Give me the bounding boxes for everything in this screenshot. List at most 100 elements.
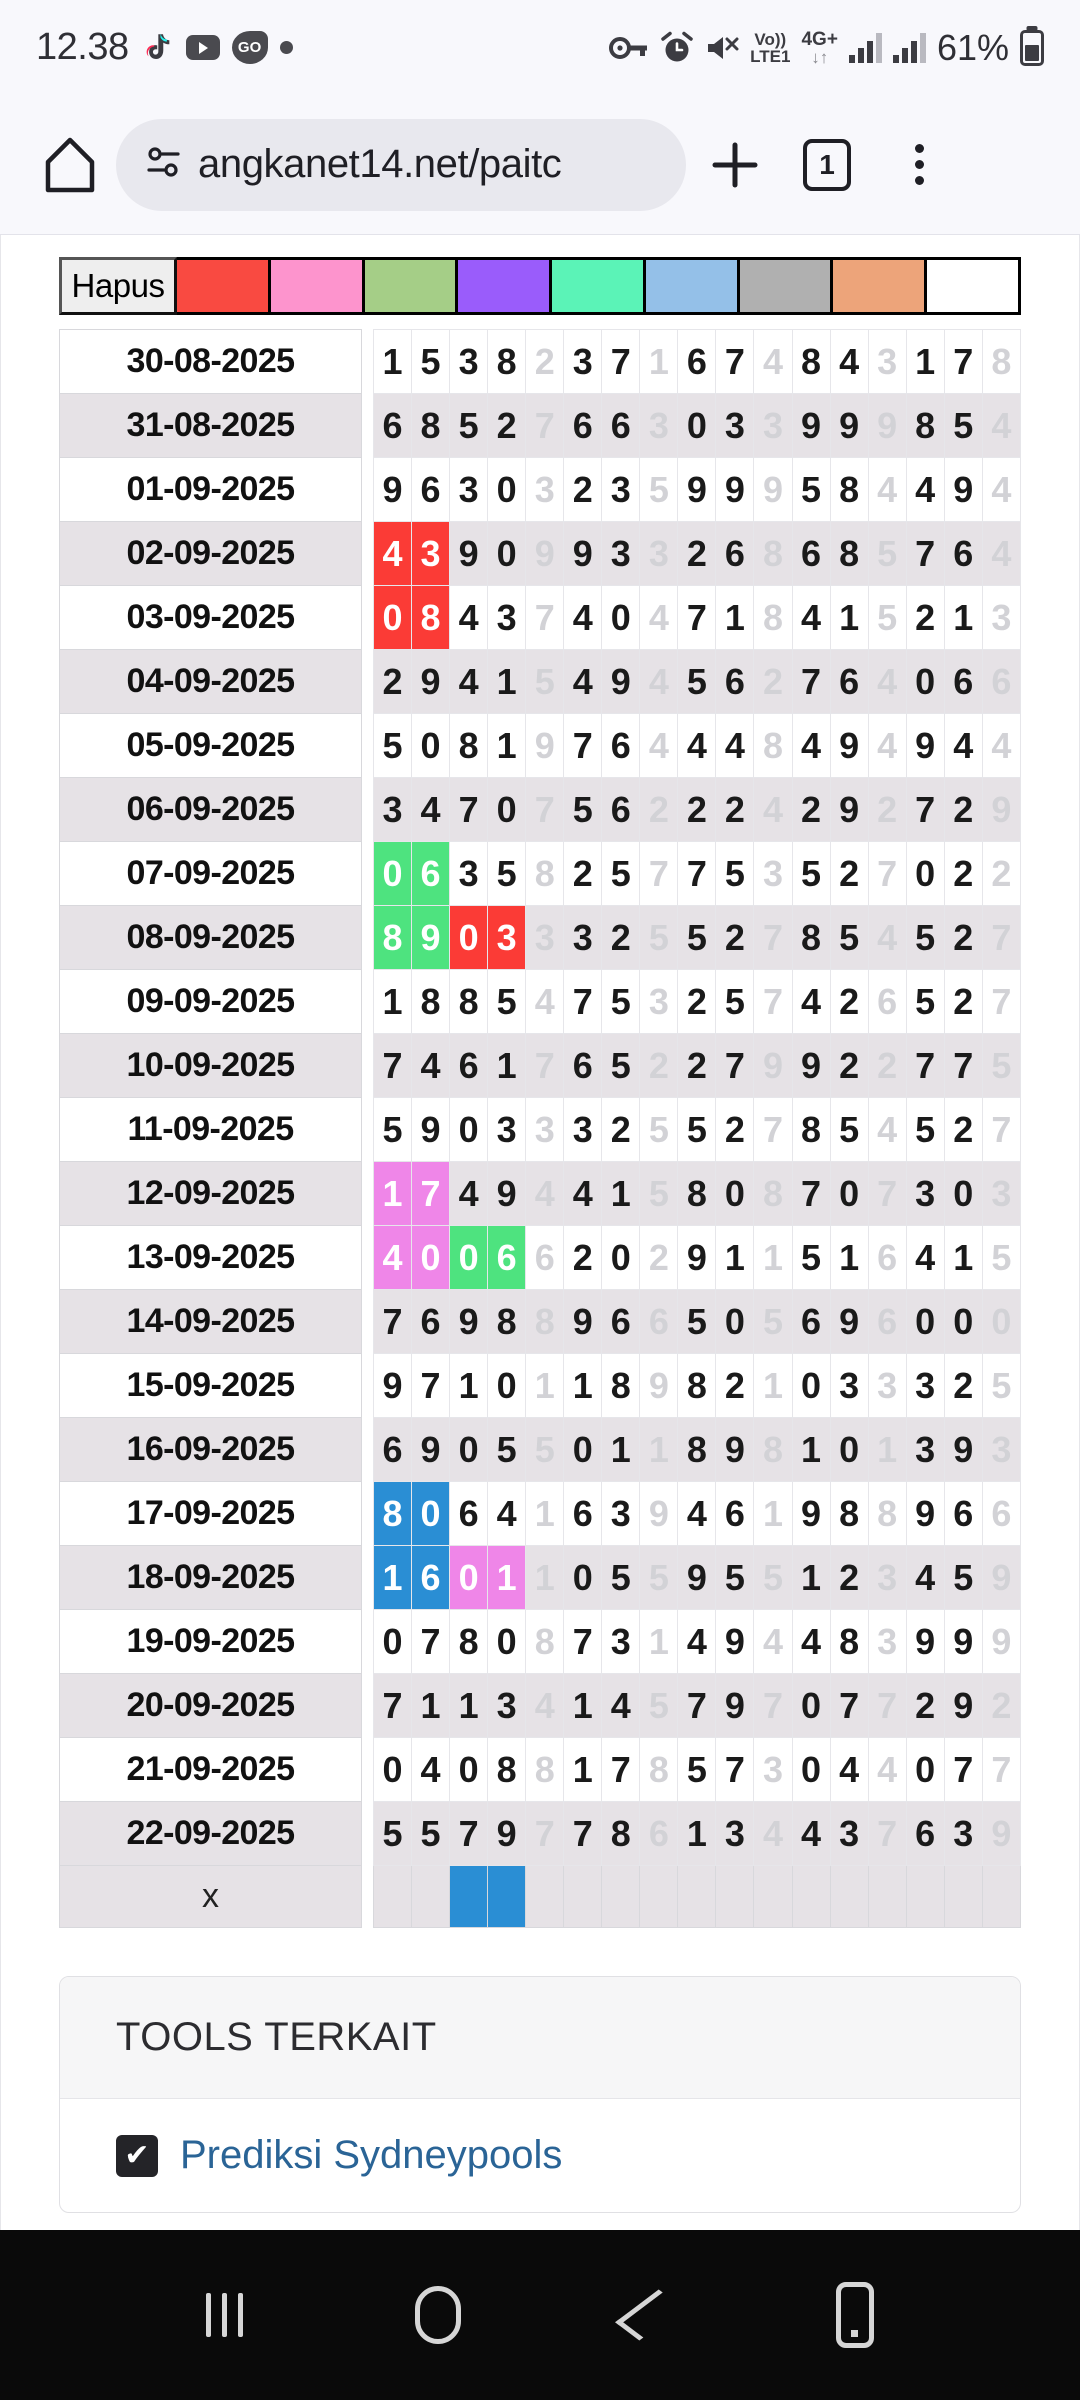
- digit-cell[interactable]: 9: [943, 1609, 983, 1674]
- digit-cell[interactable]: 7: [563, 969, 603, 1034]
- url-text[interactable]: angkanet14.net/paitc: [198, 142, 562, 186]
- digit-cell[interactable]: 8: [525, 841, 565, 906]
- list-item[interactable]: ✔ Prediksi Sydneypools: [60, 2099, 1020, 2212]
- page-info-icon[interactable]: [146, 145, 182, 184]
- digit-cell[interactable]: 7: [639, 841, 679, 906]
- digit-cell[interactable]: 3: [525, 457, 565, 522]
- digit-cell[interactable]: 5: [791, 457, 831, 522]
- digit-cell[interactable]: 0: [563, 1417, 603, 1482]
- digit-cell[interactable]: 4: [905, 1545, 945, 1610]
- digit-cell[interactable]: 2: [715, 1097, 755, 1162]
- digit-cell[interactable]: 5: [639, 1161, 679, 1226]
- digit-cell[interactable]: 3: [905, 1161, 945, 1226]
- digit-cell[interactable]: 1: [487, 1545, 527, 1610]
- digit-cell[interactable]: 5: [372, 713, 413, 778]
- digit-cell[interactable]: 6: [943, 1481, 983, 1546]
- digit-cell[interactable]: 4: [639, 585, 679, 650]
- digit-cell[interactable]: 2: [601, 905, 641, 970]
- digit-cell[interactable]: 2: [943, 1097, 983, 1162]
- digit-cell[interactable]: 7: [981, 905, 1022, 970]
- digit-cell[interactable]: 9: [715, 457, 755, 522]
- digit-cell[interactable]: 6: [715, 521, 755, 586]
- digit-cell[interactable]: 1: [943, 585, 983, 650]
- digit-cell[interactable]: 5: [829, 905, 869, 970]
- digit-cell[interactable]: 9: [563, 521, 603, 586]
- digit-cell[interactable]: 4: [943, 713, 983, 778]
- digit-cell[interactable]: 7: [525, 1033, 565, 1098]
- digit-cell[interactable]: 4: [791, 1609, 831, 1674]
- digit-cell[interactable]: 2: [867, 1033, 907, 1098]
- footer-cell[interactable]: [411, 1865, 451, 1928]
- digit-cell[interactable]: 0: [449, 1545, 489, 1610]
- digit-cell[interactable]: 1: [372, 1545, 413, 1610]
- digit-cell[interactable]: 7: [449, 1801, 489, 1866]
- digit-cell[interactable]: 2: [943, 841, 983, 906]
- digit-cell[interactable]: 8: [677, 1161, 717, 1226]
- digit-cell[interactable]: 7: [981, 969, 1022, 1034]
- digit-cell[interactable]: 9: [715, 1673, 755, 1738]
- swatch-purple[interactable]: [458, 257, 553, 315]
- footer-cell[interactable]: [601, 1865, 641, 1928]
- digit-cell[interactable]: 4: [372, 1225, 413, 1290]
- digit-cell[interactable]: 5: [563, 777, 603, 842]
- digit-cell[interactable]: 8: [525, 1609, 565, 1674]
- digit-cell[interactable]: 0: [372, 585, 413, 650]
- digit-cell[interactable]: 2: [487, 393, 527, 458]
- digit-cell[interactable]: 1: [639, 1417, 679, 1482]
- footer-cell[interactable]: [829, 1865, 869, 1928]
- digit-cell[interactable]: 2: [639, 1033, 679, 1098]
- digit-cell[interactable]: 3: [905, 1353, 945, 1418]
- digit-cell[interactable]: 3: [563, 1097, 603, 1162]
- digit-cell[interactable]: 0: [905, 649, 945, 714]
- digit-cell[interactable]: 0: [487, 1353, 527, 1418]
- digit-cell[interactable]: 3: [753, 1737, 793, 1802]
- digit-cell[interactable]: 2: [677, 521, 717, 586]
- digit-cell[interactable]: 3: [411, 521, 451, 586]
- swatch-red[interactable]: [177, 257, 271, 315]
- digit-cell[interactable]: 9: [829, 713, 869, 778]
- digit-cell[interactable]: 1: [753, 1225, 793, 1290]
- digit-cell[interactable]: 7: [715, 1737, 755, 1802]
- digit-cell[interactable]: 5: [715, 841, 755, 906]
- digit-cell[interactable]: 0: [943, 1161, 983, 1226]
- digit-cell[interactable]: 5: [601, 969, 641, 1034]
- address-bar[interactable]: angkanet14.net/paitc: [116, 118, 686, 211]
- digit-cell[interactable]: 0: [372, 1609, 413, 1674]
- digit-cell[interactable]: 8: [411, 585, 451, 650]
- footer-cell[interactable]: [867, 1865, 907, 1928]
- digit-cell[interactable]: 4: [487, 1481, 527, 1546]
- digit-cell[interactable]: 4: [867, 649, 907, 714]
- digit-cell[interactable]: 9: [487, 1801, 527, 1866]
- back-icon[interactable]: [614, 2289, 683, 2341]
- home-icon[interactable]: [415, 2286, 462, 2344]
- digit-cell[interactable]: 9: [525, 713, 565, 778]
- digit-cell[interactable]: 0: [905, 1289, 945, 1354]
- digit-cell[interactable]: 7: [791, 1161, 831, 1226]
- digit-cell[interactable]: 8: [829, 1481, 869, 1546]
- digit-cell[interactable]: 5: [372, 1801, 413, 1866]
- digit-cell[interactable]: 1: [563, 1673, 603, 1738]
- digit-cell[interactable]: 4: [563, 1161, 603, 1226]
- digit-cell[interactable]: 2: [753, 649, 793, 714]
- digit-cell[interactable]: 5: [905, 1097, 945, 1162]
- digit-cell[interactable]: 0: [372, 1737, 413, 1802]
- digit-cell[interactable]: 9: [449, 521, 489, 586]
- digit-cell[interactable]: 2: [943, 905, 983, 970]
- digit-cell[interactable]: 5: [677, 905, 717, 970]
- digit-cell[interactable]: 9: [639, 1481, 679, 1546]
- digit-cell[interactable]: 6: [411, 841, 451, 906]
- digit-cell[interactable]: 6: [639, 1289, 679, 1354]
- digit-cell[interactable]: 8: [905, 393, 945, 458]
- footer-cell[interactable]: [791, 1865, 831, 1928]
- digit-cell[interactable]: 2: [829, 1033, 869, 1098]
- digit-cell[interactable]: 7: [372, 1289, 413, 1354]
- digit-cell[interactable]: 9: [753, 457, 793, 522]
- digit-cell[interactable]: 2: [563, 457, 603, 522]
- digit-cell[interactable]: 4: [981, 393, 1022, 458]
- digit-cell[interactable]: 3: [601, 457, 641, 522]
- digit-cell[interactable]: 1: [563, 1737, 603, 1802]
- digit-cell[interactable]: 8: [487, 1737, 527, 1802]
- digit-cell[interactable]: 4: [867, 713, 907, 778]
- digit-cell[interactable]: 0: [791, 1737, 831, 1802]
- digit-cell[interactable]: 1: [677, 1801, 717, 1866]
